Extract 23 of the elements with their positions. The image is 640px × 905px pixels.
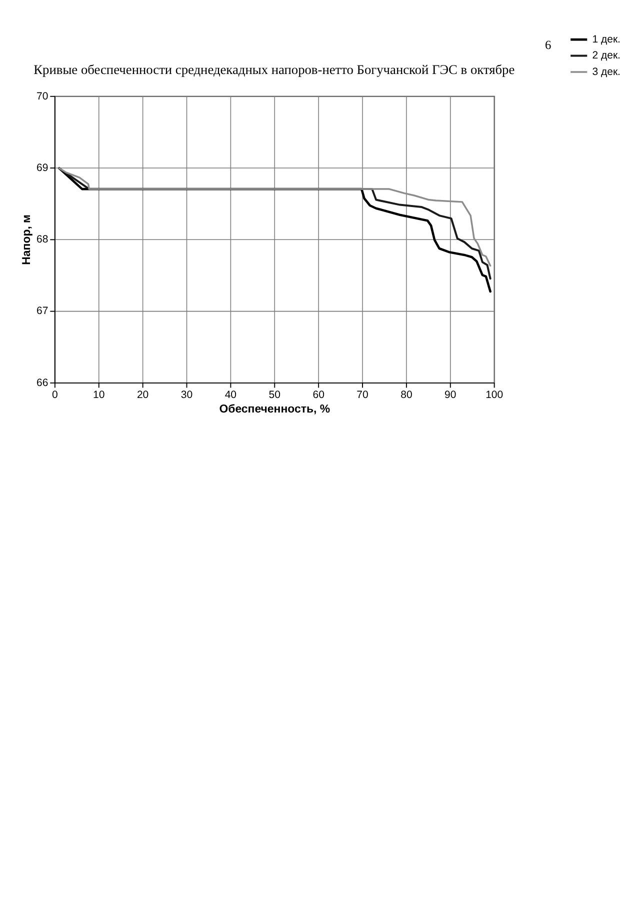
legend-label: 2 дек. [592,50,620,62]
text: 6 [544,38,552,52]
y-tick-label: 68 [36,234,48,246]
y-axis-title: Напор, м [20,214,33,265]
x-tick-label: 10 [93,389,105,402]
x-tick-label: 0 [52,389,58,402]
x-tick-label: 30 [180,389,193,402]
x-tick-label: 20 [136,389,149,402]
x-tick-label: 40 [224,389,237,402]
x-axis-title: Обеспеченность, % [219,404,330,416]
legend-label: 1 дек. [592,33,620,46]
chart-title: Кривые обеспеченности среднедекадных напоров-нетто Богучанской ГЭС в октябре [34,62,515,77]
x-tick-label: 60 [312,389,325,402]
x-tick-label: 80 [400,389,412,402]
y-tick-label: 67 [36,305,48,318]
y-tick-label: 69 [36,162,48,174]
x-tick-label: 100 [486,389,504,402]
y-tick-label: 66 [36,376,48,389]
legend-label: 3 дек. [592,66,620,78]
x-tick-label: 50 [268,389,281,402]
x-tick-label: 90 [444,389,456,402]
x-tick-label: 70 [356,389,369,402]
y-tick-label: 70 [36,90,48,102]
